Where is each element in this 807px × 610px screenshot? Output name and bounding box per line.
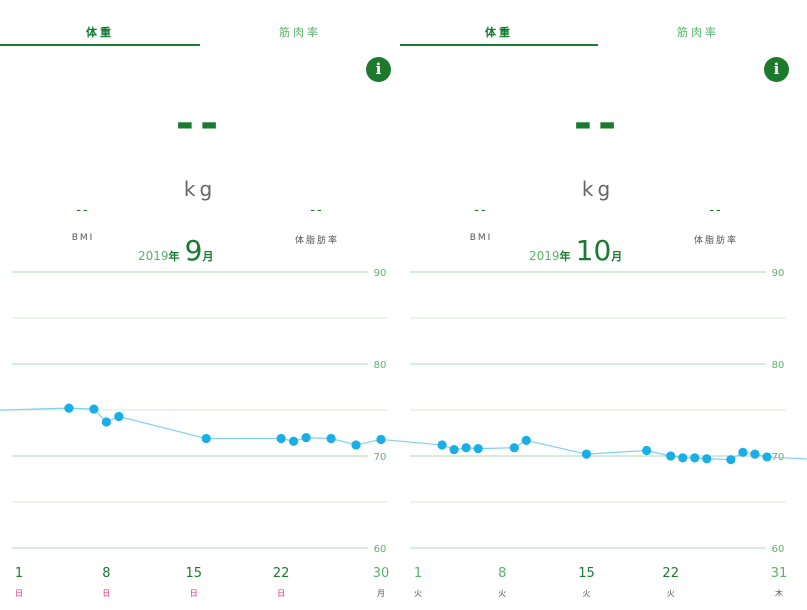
weight-unit: kg: [183, 177, 217, 201]
weight-point: [750, 449, 760, 459]
weight-point: [276, 433, 286, 444]
active-tab-indicator: [0, 44, 200, 46]
weekday-label: 火: [667, 589, 675, 598]
weight-point: [521, 435, 531, 445]
month-suffix: 月: [202, 250, 214, 263]
weight-point: [461, 443, 471, 453]
year-suffix: 年: [559, 250, 571, 263]
x-tick-label: 15: [185, 566, 202, 581]
x-tick-label: 30: [373, 566, 390, 581]
weight-point: [449, 444, 459, 455]
weekday-label: 木: [775, 588, 783, 598]
y-tick-label: 90: [772, 268, 785, 279]
weight-point: [101, 417, 111, 427]
month-title: 2019年 10月: [529, 234, 623, 267]
y-tick-label: 60: [374, 544, 387, 555]
x-tick-label: 1: [15, 566, 23, 581]
bmi-label: BMI: [469, 233, 493, 243]
weight-point: [351, 440, 361, 450]
body-fat-label: 体脂肪率: [693, 236, 738, 246]
bmi-value: --: [76, 203, 90, 218]
weight-point: [762, 452, 772, 462]
year-number: 2019: [138, 249, 169, 263]
weight-point: [201, 433, 211, 444]
x-tick-label: 15: [578, 566, 595, 581]
bmi-label: BMI: [71, 233, 95, 243]
weekday-label: 火: [498, 589, 506, 598]
body-fat-label: 体脂肪率: [294, 236, 339, 246]
info-icon[interactable]: i: [764, 57, 789, 82]
weekday-label: 日: [102, 589, 110, 598]
tab-muscle-rate[interactable]: 筋肉率: [279, 26, 321, 39]
tab-weight[interactable]: 体重: [86, 26, 114, 39]
x-tick-label: 31: [771, 566, 788, 581]
weekday-label: 日: [15, 589, 23, 598]
weight-point: [666, 451, 676, 461]
weight-value: --: [175, 98, 225, 149]
weight-point: [301, 433, 311, 443]
weight-point: [642, 445, 652, 456]
x-tick-label: 8: [102, 566, 110, 581]
weight-point: [581, 449, 592, 459]
weight-point: [89, 404, 99, 414]
tab-muscle-rate[interactable]: 筋肉率: [677, 26, 719, 39]
october-panel: 体重 筋肉率 i -- kg -- BMI -- 体脂肪率 2019年 10月: [400, 0, 800, 610]
weight-point: [726, 455, 736, 465]
y-tick-label: 70: [374, 452, 387, 463]
y-tick-label: 80: [772, 360, 785, 371]
weekday-label: 月: [377, 589, 385, 598]
bmi-value: --: [474, 203, 488, 218]
weight-point: [473, 444, 483, 454]
weekday-label: 日: [277, 589, 285, 598]
active-tab-indicator: [400, 44, 598, 46]
weight-point: [509, 443, 519, 453]
month-number: 10: [575, 234, 612, 267]
x-tick-label: 22: [662, 566, 679, 581]
weight-point: [738, 447, 748, 457]
weight-point: [376, 434, 386, 445]
weight-point: [114, 411, 124, 422]
info-icon[interactable]: i: [366, 57, 391, 82]
month-number: 9: [184, 234, 203, 267]
weekday-label: 火: [582, 589, 590, 598]
x-tick-label: 22: [273, 566, 290, 581]
body-fat-value: --: [709, 203, 723, 218]
weight-point: [64, 403, 74, 413]
y-tick-label: 80: [374, 360, 387, 371]
weight-unit: kg: [581, 177, 615, 201]
month-suffix: 月: [611, 250, 623, 263]
year-suffix: 年: [168, 250, 180, 263]
weight-point: [437, 440, 447, 450]
weekday-label: 火: [414, 589, 422, 598]
year-number: 2019: [529, 249, 560, 263]
y-tick-label: 90: [374, 268, 387, 279]
y-tick-label: 60: [772, 544, 785, 555]
weight-point: [690, 453, 700, 463]
weight-point: [289, 436, 299, 446]
weekday-label: 日: [190, 589, 198, 598]
tab-weight[interactable]: 体重: [485, 26, 513, 39]
weight-value: --: [573, 98, 623, 149]
september-panel: 体重 筋肉率 i -- kg -- BMI -- 体脂肪率 2019年 9月: [0, 0, 400, 610]
month-title: 2019年 9月: [138, 234, 214, 267]
weight-point: [702, 454, 712, 464]
weight-point: [678, 453, 688, 463]
x-tick-label: 8: [498, 566, 506, 581]
x-tick-label: 1: [414, 566, 422, 581]
weight-point: [326, 433, 336, 444]
body-fat-value: --: [310, 203, 324, 218]
